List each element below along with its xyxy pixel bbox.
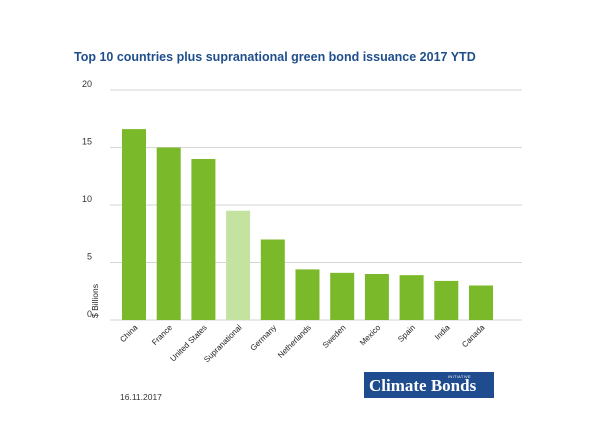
x-tick-label: Germany	[249, 323, 279, 353]
x-tick-label: Spain	[396, 323, 417, 344]
y-axis-label: $ Billions	[90, 284, 100, 318]
x-tick-label: China	[118, 323, 140, 345]
x-tick-label: Netherlands	[276, 323, 313, 360]
y-tick-label: 5	[87, 252, 92, 262]
bar-germany	[260, 239, 285, 320]
logo-text: Climate Bonds	[369, 376, 477, 395]
bar-canada	[469, 285, 493, 320]
logo-initiative-label: INITIATIVE	[448, 374, 471, 379]
bar-mexico	[364, 274, 389, 320]
x-tick-label: Mexico	[358, 323, 383, 348]
chart-title: Top 10 countries plus supranational gree…	[74, 50, 476, 64]
y-axis-ticks: 0 5 10 15 20	[82, 79, 92, 319]
x-tick-label: Sweden	[321, 323, 348, 350]
footer-date: 16.11.2017	[120, 392, 162, 402]
y-tick-label: 0	[87, 309, 92, 319]
bar-spain	[399, 275, 424, 320]
bar-netherlands	[295, 269, 320, 320]
bar-sweden	[330, 272, 355, 320]
bar-united-states	[191, 159, 216, 320]
x-tick-label: India	[433, 323, 452, 342]
y-tick-label: 15	[82, 137, 92, 147]
bars	[122, 129, 493, 320]
x-tick-label: Canada	[460, 323, 487, 350]
climate-bonds-logo: Climate Bonds INITIATIVE	[364, 372, 494, 398]
bar-france	[156, 147, 181, 320]
bar-india	[434, 280, 459, 320]
x-tick-label: France	[150, 323, 174, 347]
bar-supranational	[226, 210, 251, 320]
bar-china	[122, 129, 146, 320]
y-tick-label: 10	[82, 194, 92, 204]
y-tick-label: 20	[82, 79, 92, 89]
